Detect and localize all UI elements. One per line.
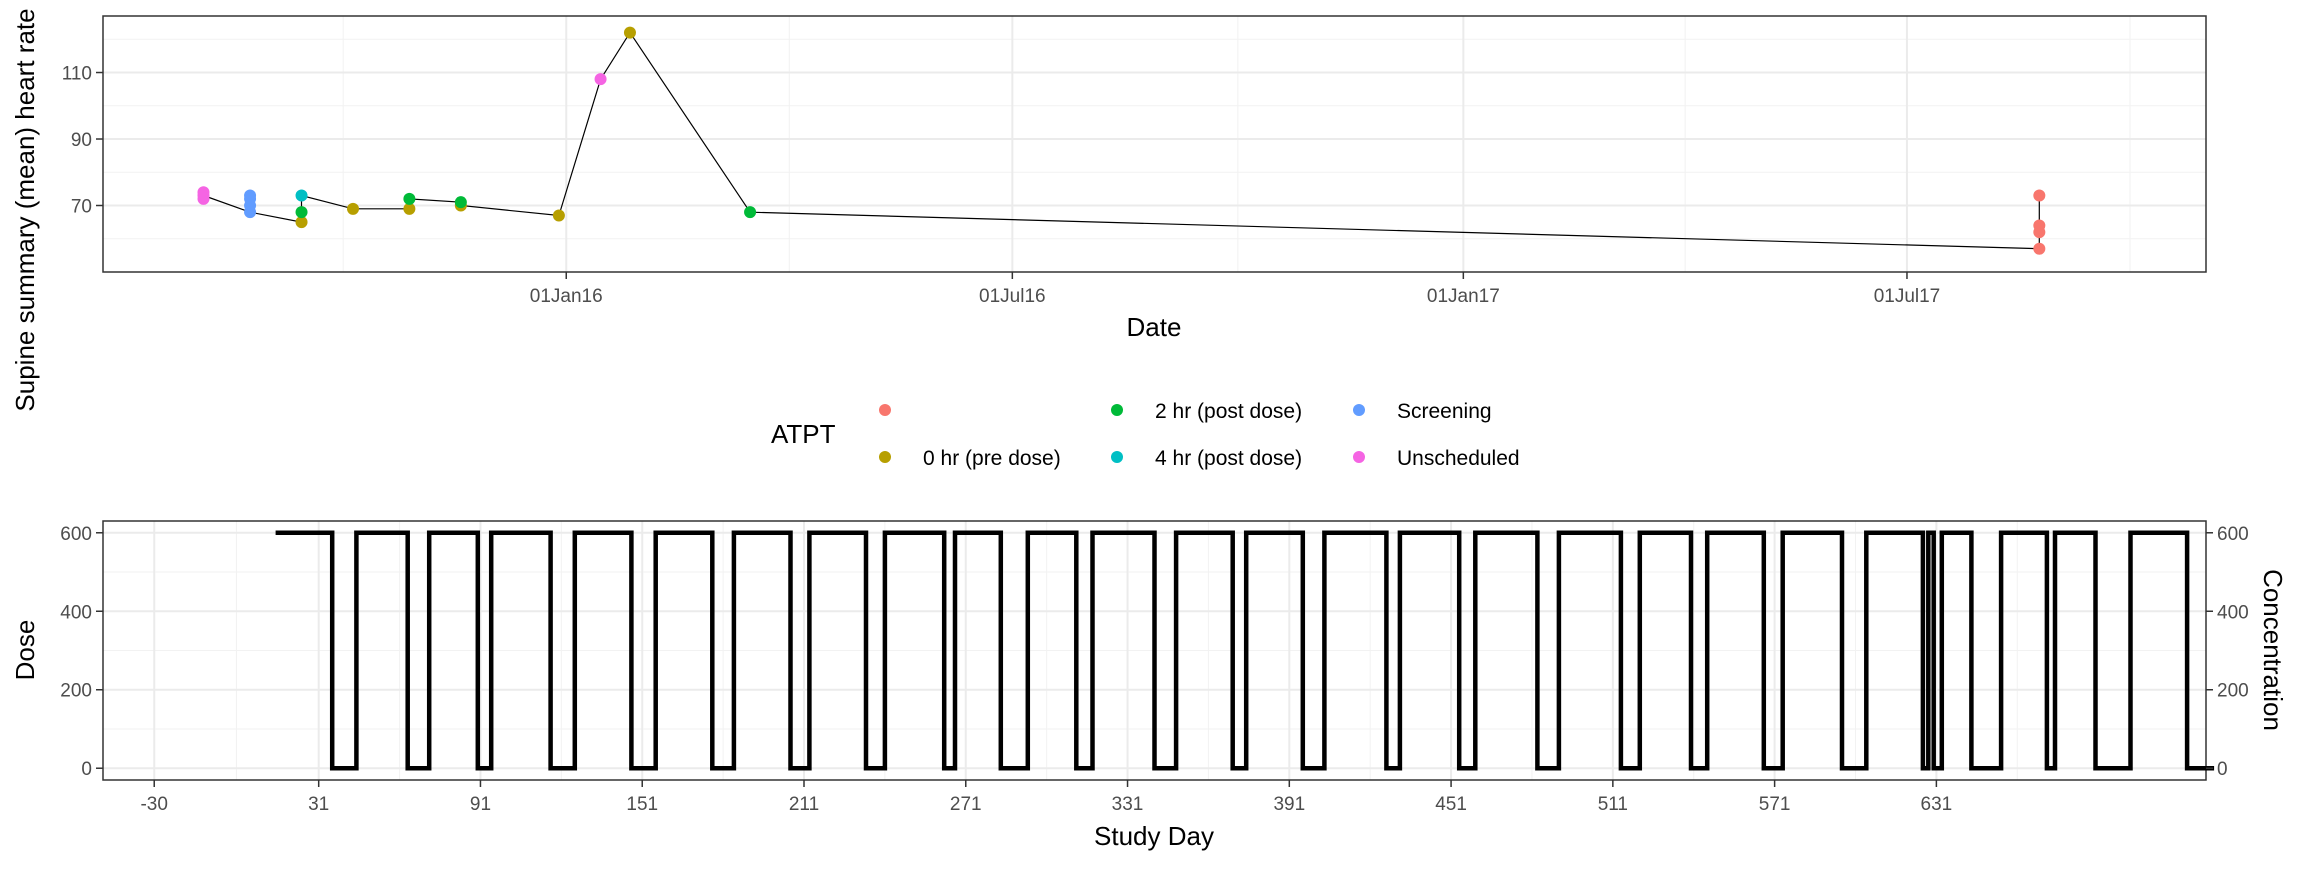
dose-y-tick-label: 200 xyxy=(60,681,92,702)
dose-x-axis-title: Study Day xyxy=(1094,821,1214,851)
legend-label-2-hr-post-dose: 2 hr (post dose) xyxy=(1155,400,1302,423)
dose-x-tick-label: 331 xyxy=(1112,794,1144,815)
point-blank xyxy=(2033,189,2046,202)
point-unscheduled xyxy=(197,192,210,205)
dose-y-tick-label: 400 xyxy=(60,602,92,623)
point-0-hr-pre-dose xyxy=(403,202,416,215)
dose-x-tick-label: 571 xyxy=(1759,794,1791,815)
dose-y-tick-label: 0 xyxy=(81,759,92,780)
point-0-hr-pre-dose xyxy=(347,202,360,215)
heart-rate-y-tick-label: 110 xyxy=(62,64,92,85)
heart-rate-y-ticks: 70 90 110 xyxy=(62,64,103,218)
dose-x-tick-label: 151 xyxy=(626,794,658,815)
point-2-hr-post-dose xyxy=(744,206,757,219)
legend-key-2-hr-post-dose xyxy=(1111,404,1123,416)
dose-y-axis-title: Dose xyxy=(10,620,40,681)
point-unscheduled xyxy=(594,73,607,86)
point-0-hr-pre-dose xyxy=(623,26,636,39)
dose-x-tick-label: 631 xyxy=(1921,794,1953,815)
point-2-hr-post-dose xyxy=(295,206,308,219)
legend-key-screening xyxy=(1353,404,1365,416)
point-blank xyxy=(2033,226,2046,239)
dose-x-tick-label: 511 xyxy=(1598,794,1628,815)
point-4-hr-post-dose xyxy=(295,189,308,202)
dose-x-tick-label: 451 xyxy=(1435,794,1467,815)
heart-rate-panel-border xyxy=(102,15,2207,273)
heart-rate-y-tick-label: 90 xyxy=(71,130,92,151)
heart-rate-grid xyxy=(103,16,2206,272)
dose-x-tick-label: 91 xyxy=(470,794,491,815)
point-0-hr-pre-dose xyxy=(552,209,565,222)
dose-x-tick-label: -30 xyxy=(140,794,167,815)
legend-label-0-hr-pre-dose: 0 hr (pre dose) xyxy=(923,447,1061,470)
dose-x-tick-label: 31 xyxy=(308,794,329,815)
legend-key-unscheduled xyxy=(1353,451,1365,463)
heart-rate-x-tick-label: 01Jul17 xyxy=(1874,286,1941,307)
point-2-hr-post-dose xyxy=(454,196,467,209)
point-0-hr-pre-dose xyxy=(295,216,308,229)
legend-label-screening: Screening xyxy=(1397,400,1492,423)
concentration-y-tick-label: 0 xyxy=(2217,759,2228,780)
legend-key-0-hr-pre-dose xyxy=(879,451,891,463)
heart-rate-y-axis-title: Supine summary (mean) heart rate xyxy=(10,8,40,411)
dose-x-tick-label: 211 xyxy=(789,794,819,815)
point-blank xyxy=(2033,242,2046,255)
concentration-y-axis-title: Concentration xyxy=(2258,569,2288,731)
heart-rate-x-axis-title: Date xyxy=(1127,312,1182,342)
heart-rate-points xyxy=(197,26,2046,255)
concentration-y-tick-label: 400 xyxy=(2217,602,2249,623)
dose-panel: -30 31 91 151 211 271 331 391 451 511 571 631 0 200 4… xyxy=(10,520,2288,851)
dose-step-line xyxy=(275,530,2215,771)
dose-y-ticks: 0 200 400 600 xyxy=(60,524,103,780)
concentration-y-tick-label: 600 xyxy=(2217,524,2249,545)
legend-title: ATPT xyxy=(771,419,836,449)
heart-rate-x-tick-label: 01Jan17 xyxy=(1427,286,1500,307)
legend-label-4-hr-post-dose: 4 hr (post dose) xyxy=(1155,447,1302,470)
heart-rate-x-tick-label: 01Jan16 xyxy=(530,286,603,307)
heart-rate-y-tick-label: 70 xyxy=(71,197,92,218)
dose-y-tick-label: 600 xyxy=(60,524,92,545)
legend-key-blank xyxy=(879,404,891,416)
point-2-hr-post-dose xyxy=(403,192,416,205)
legend-label-unscheduled: Unscheduled xyxy=(1397,447,1520,470)
legend: ATPT 0 hr (pre dose) 2 hr (post dose) 4 hr… xyxy=(771,400,1520,470)
legend-key-4-hr-post-dose xyxy=(1111,451,1123,463)
heart-rate-panel: 01Jan16 01Jul16 01Jan17 01Jul17 70 90 110 Dat… xyxy=(10,8,2207,412)
heart-rate-x-tick-label: 01Jul16 xyxy=(979,286,1046,307)
heart-rate-connecting-line xyxy=(203,31,2040,250)
heart-rate-x-ticks: 01Jan16 01Jul16 01Jan17 01Jul17 xyxy=(530,272,1940,307)
concentration-y-ticks: 0 200 400 600 xyxy=(2206,524,2249,780)
concentration-y-tick-label: 200 xyxy=(2217,681,2249,702)
dose-x-ticks: -30 31 91 151 211 271 331 391 451 511 571 631 xyxy=(140,780,1952,815)
point-screening xyxy=(244,206,257,219)
dose-x-tick-label: 271 xyxy=(950,794,982,815)
dose-panel-border xyxy=(102,520,2207,781)
dose-x-tick-label: 391 xyxy=(1273,794,1305,815)
